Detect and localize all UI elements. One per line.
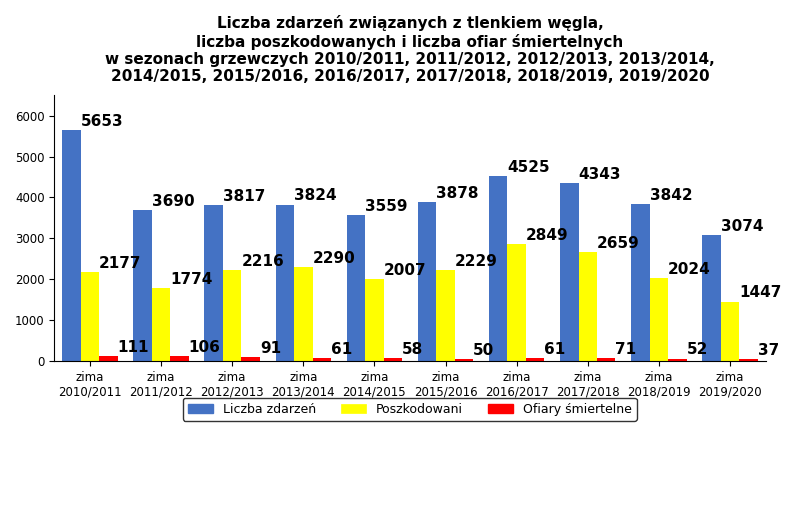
Text: 3824: 3824 <box>294 188 337 203</box>
Text: 2177: 2177 <box>99 256 142 271</box>
Text: 2229: 2229 <box>454 253 498 269</box>
Bar <box>739 359 758 361</box>
Text: 111: 111 <box>118 340 149 355</box>
Bar <box>81 272 99 361</box>
Text: 61: 61 <box>331 342 352 357</box>
Text: 4525: 4525 <box>507 160 550 175</box>
Bar <box>489 176 507 361</box>
Bar <box>507 244 526 361</box>
Bar <box>702 235 721 361</box>
Bar <box>631 204 650 361</box>
Bar <box>650 278 668 361</box>
Bar <box>170 357 189 361</box>
Text: 2007: 2007 <box>384 263 426 277</box>
Text: 2659: 2659 <box>597 236 640 251</box>
Text: 3842: 3842 <box>650 187 692 203</box>
Bar <box>242 357 260 361</box>
Text: 3074: 3074 <box>721 219 763 234</box>
Text: 1447: 1447 <box>739 285 782 301</box>
Bar <box>152 289 170 361</box>
Text: 58: 58 <box>402 342 423 357</box>
Text: 4343: 4343 <box>578 167 621 182</box>
Bar <box>346 215 365 361</box>
Bar <box>223 270 242 361</box>
Bar <box>384 359 402 361</box>
Text: 37: 37 <box>758 343 779 358</box>
Text: 50: 50 <box>474 342 494 358</box>
Bar <box>526 358 544 361</box>
Bar <box>418 202 436 361</box>
Bar <box>134 210 152 361</box>
Bar <box>668 359 686 361</box>
Text: 3559: 3559 <box>365 199 408 214</box>
Title: Liczba zdarzeń związanych z tlenkiem węgla,
liczba poszkodowanych i liczba ofiar: Liczba zdarzeń związanych z tlenkiem węg… <box>105 15 715 84</box>
Bar <box>365 279 384 361</box>
Bar <box>454 359 474 361</box>
Bar <box>275 205 294 361</box>
Text: 52: 52 <box>686 342 708 358</box>
Text: 2849: 2849 <box>526 228 569 243</box>
Text: 2290: 2290 <box>313 251 355 266</box>
Text: 71: 71 <box>615 342 637 357</box>
Text: 5653: 5653 <box>81 114 123 129</box>
Bar <box>597 358 615 361</box>
Bar <box>578 252 597 361</box>
Bar <box>294 267 313 361</box>
Text: 106: 106 <box>189 340 221 355</box>
Text: 1774: 1774 <box>170 272 213 287</box>
Bar <box>721 302 739 361</box>
Bar <box>560 183 578 361</box>
Legend: Liczba zdarzeń, Poszkodowani, Ofiary śmiertelne: Liczba zdarzeń, Poszkodowani, Ofiary śmi… <box>183 398 637 421</box>
Text: 3878: 3878 <box>436 186 478 201</box>
Bar <box>313 358 331 361</box>
Text: 2216: 2216 <box>242 254 284 269</box>
Text: 3817: 3817 <box>223 188 266 204</box>
Bar <box>99 356 118 361</box>
Text: 3690: 3690 <box>152 194 194 209</box>
Text: 91: 91 <box>260 341 281 356</box>
Bar <box>62 130 81 361</box>
Text: 2024: 2024 <box>668 262 711 277</box>
Text: 61: 61 <box>544 342 566 357</box>
Bar <box>205 205 223 361</box>
Bar <box>436 270 454 361</box>
